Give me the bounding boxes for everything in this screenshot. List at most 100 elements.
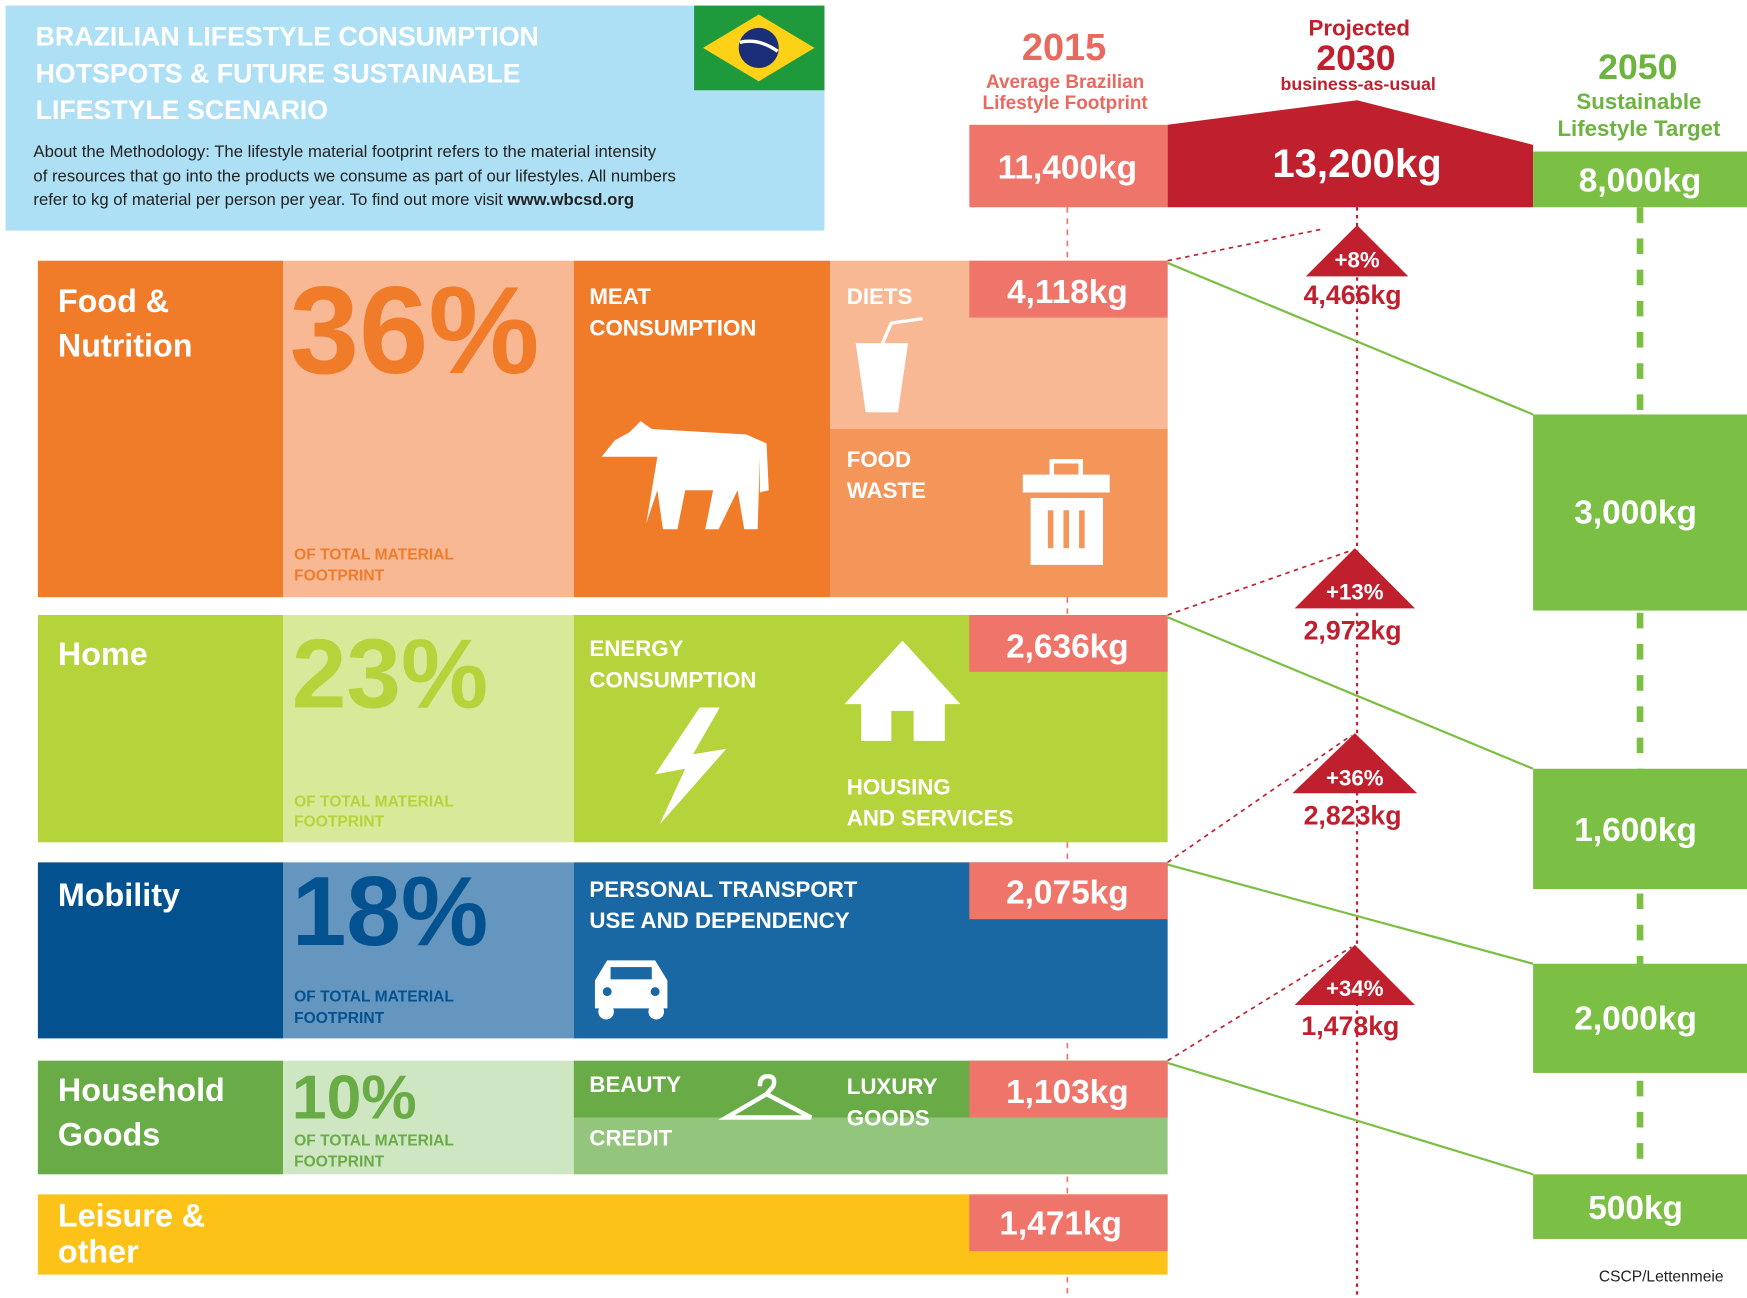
total-box [1533, 151, 1747, 208]
hanger-icon [718, 1074, 813, 1120]
value-2050: 2,000kg [1574, 1000, 1697, 1037]
change: +34% [1326, 976, 1384, 1001]
methodology: refer to kg of material per person per y… [33, 190, 634, 209]
total: 13,200kg [1272, 142, 1441, 186]
target-box [1533, 1174, 1747, 1239]
category-name: Food & [58, 283, 169, 319]
target-box [1533, 963, 1747, 1073]
value-box [969, 1060, 1168, 1118]
percent-block [282, 1060, 574, 1175]
change-triangle [1292, 733, 1418, 794]
cup-icon [855, 343, 909, 413]
change-triangle [1305, 225, 1409, 277]
note: OF TOTAL MATERIAL [294, 794, 454, 811]
category-name: Household [58, 1072, 225, 1108]
connector-2030 [1167, 228, 1352, 1062]
note: OF TOTAL MATERIAL [294, 1132, 454, 1149]
column-label: Sustainable [1576, 89, 1701, 114]
column-label: Lifestyle Target [1557, 116, 1720, 141]
category-name: Leisure & [58, 1198, 205, 1234]
note: FOOTPRINT [294, 814, 384, 831]
value-2015: 4,118kg [1007, 274, 1128, 311]
category-block [37, 615, 283, 843]
column-pre: Projected [1309, 16, 1410, 41]
total-box [1167, 100, 1534, 208]
value-box [969, 260, 1168, 318]
year: 2030 [1316, 38, 1395, 78]
value-2015: 1,103kg [1006, 1074, 1129, 1111]
hotspot: CONSUMPTION [589, 667, 756, 692]
hotspot: DIETS [847, 284, 913, 309]
total: 11,400kg [998, 149, 1137, 186]
methodology: refer to kg of material per person per y… [33, 190, 507, 209]
value-2050: 1,600kg [1574, 812, 1697, 849]
title: HOTSPOTS & FUTURE SUSTAINABLE [36, 58, 521, 88]
change-triangle [1294, 944, 1415, 1005]
category-name: other [58, 1233, 139, 1269]
title: BRAZILIAN LIFESTYLE CONSUMPTION [36, 22, 539, 52]
connector-2050 [1167, 261, 1534, 1176]
year: 2050 [1598, 47, 1677, 87]
car-icon [594, 960, 668, 1020]
total-box [969, 124, 1168, 208]
total: 8,000kg [1579, 163, 1702, 200]
percent: 18% [292, 856, 488, 966]
value-2030: 4,466kg [1304, 280, 1402, 310]
trash-icon [1022, 459, 1110, 565]
year: 2015 [1022, 27, 1106, 69]
hotspot: LUXURY [847, 1074, 938, 1099]
target-box [1533, 414, 1747, 611]
category-name: Mobility [58, 877, 180, 913]
methodology: of resources that go into the products w… [33, 167, 675, 186]
value-2015: 2,636kg [1006, 628, 1129, 665]
value-2030: 2,972kg [1304, 616, 1402, 646]
category-block [37, 862, 283, 1039]
value-2030: 1,478kg [1301, 1011, 1399, 1041]
hotspot: HOUSING [847, 774, 951, 799]
column-label: business-as-usual [1280, 74, 1435, 94]
change: +8% [1334, 247, 1379, 272]
category-name: Nutrition [58, 328, 193, 364]
cow-icon [601, 421, 769, 530]
title: LIFESTYLE SCENARIO [36, 95, 328, 125]
header-box [5, 5, 825, 231]
note: FOOTPRINT [294, 1154, 384, 1171]
hotspot: AND SERVICES [847, 806, 1014, 831]
percent: 23% [292, 618, 488, 728]
percent-block [282, 615, 574, 843]
hotspot: CREDIT [589, 1125, 672, 1150]
value-2050: 3,000kg [1574, 495, 1697, 532]
straw-icon [880, 316, 923, 344]
hotspot: FOOD [847, 447, 911, 472]
hotspot: CONSUMPTION [589, 315, 756, 340]
hotspot: ENERGY [589, 636, 683, 661]
category-name: Home [58, 636, 148, 672]
target-box [1533, 768, 1747, 890]
note: FOOTPRINT [294, 1010, 384, 1027]
methodology: About the Methodology: The lifestyle mat… [33, 142, 656, 161]
note: OF TOTAL MATERIAL [294, 989, 454, 1006]
hotspot: PERSONAL TRANSPORT [589, 877, 857, 902]
hotspot-block [573, 260, 831, 598]
credit: CSCP/Lettenmeie [1599, 1268, 1724, 1285]
link: www.wbcsd.org [507, 190, 635, 209]
percent-block [282, 862, 574, 1039]
value-box [969, 862, 1168, 920]
hotspot: WASTE [847, 478, 926, 503]
value-box [969, 1194, 1168, 1252]
flag [694, 5, 825, 91]
column-label: Average Brazilian [986, 72, 1144, 93]
category-block [37, 260, 283, 598]
hotspot: GOODS [847, 1105, 930, 1130]
hotspot: MEAT [589, 284, 651, 309]
change-triangle [1294, 548, 1415, 609]
hotspot-block [830, 428, 1168, 598]
note: FOOTPRINT [294, 567, 384, 584]
change: +13% [1326, 579, 1384, 604]
value-2015: 2,075kg [1006, 875, 1129, 912]
hotspot: BEAUTY [589, 1072, 681, 1097]
hotspot: USE AND DEPENDENCY [589, 908, 849, 933]
column-label: Lifestyle Footprint [983, 93, 1149, 114]
category-name: Goods [58, 1116, 160, 1152]
